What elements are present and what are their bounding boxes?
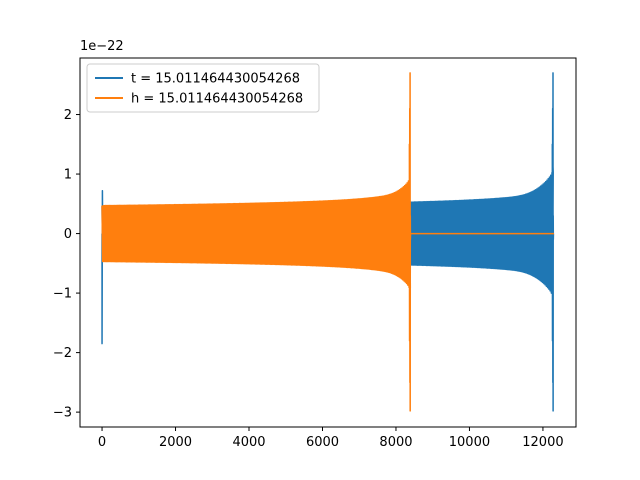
x-tick-label: 8000 <box>379 435 412 450</box>
x-axis: 0 2000 4000 6000 8000 10000 12000 <box>98 427 564 450</box>
plot-area <box>101 72 555 412</box>
y-tick-label: 0 <box>64 227 72 242</box>
legend-label-t: t = 15.011464430054268 <box>131 72 300 87</box>
legend-label-h: h = 15.011464430054268 <box>131 92 303 107</box>
series-h <box>101 72 554 412</box>
x-tick-label: 2000 <box>159 435 192 450</box>
x-tick-label: 10000 <box>449 435 490 450</box>
y-tick-label: 1 <box>64 168 72 183</box>
y-tick-label: −2 <box>53 346 72 361</box>
axes-frame <box>79 57 577 428</box>
series-h-chirp-segment <box>101 72 412 412</box>
x-tick-label: 0 <box>98 435 106 450</box>
legend: t = 15.011464430054268 h = 15.0114644300… <box>86 63 320 113</box>
x-tick-label: 4000 <box>232 435 265 450</box>
y-axis-offset-label: 1e−22 <box>80 39 124 54</box>
y-axis: −3 −2 −1 0 1 2 <box>53 108 80 421</box>
legend-box <box>86 63 320 113</box>
series-layer <box>101 72 555 412</box>
y-tick-label: −3 <box>53 406 72 421</box>
y-tick-label: −1 <box>53 287 72 302</box>
x-tick-label: 12000 <box>522 435 563 450</box>
y-tick-label: 2 <box>64 108 72 123</box>
x-tick-label: 6000 <box>306 435 339 450</box>
